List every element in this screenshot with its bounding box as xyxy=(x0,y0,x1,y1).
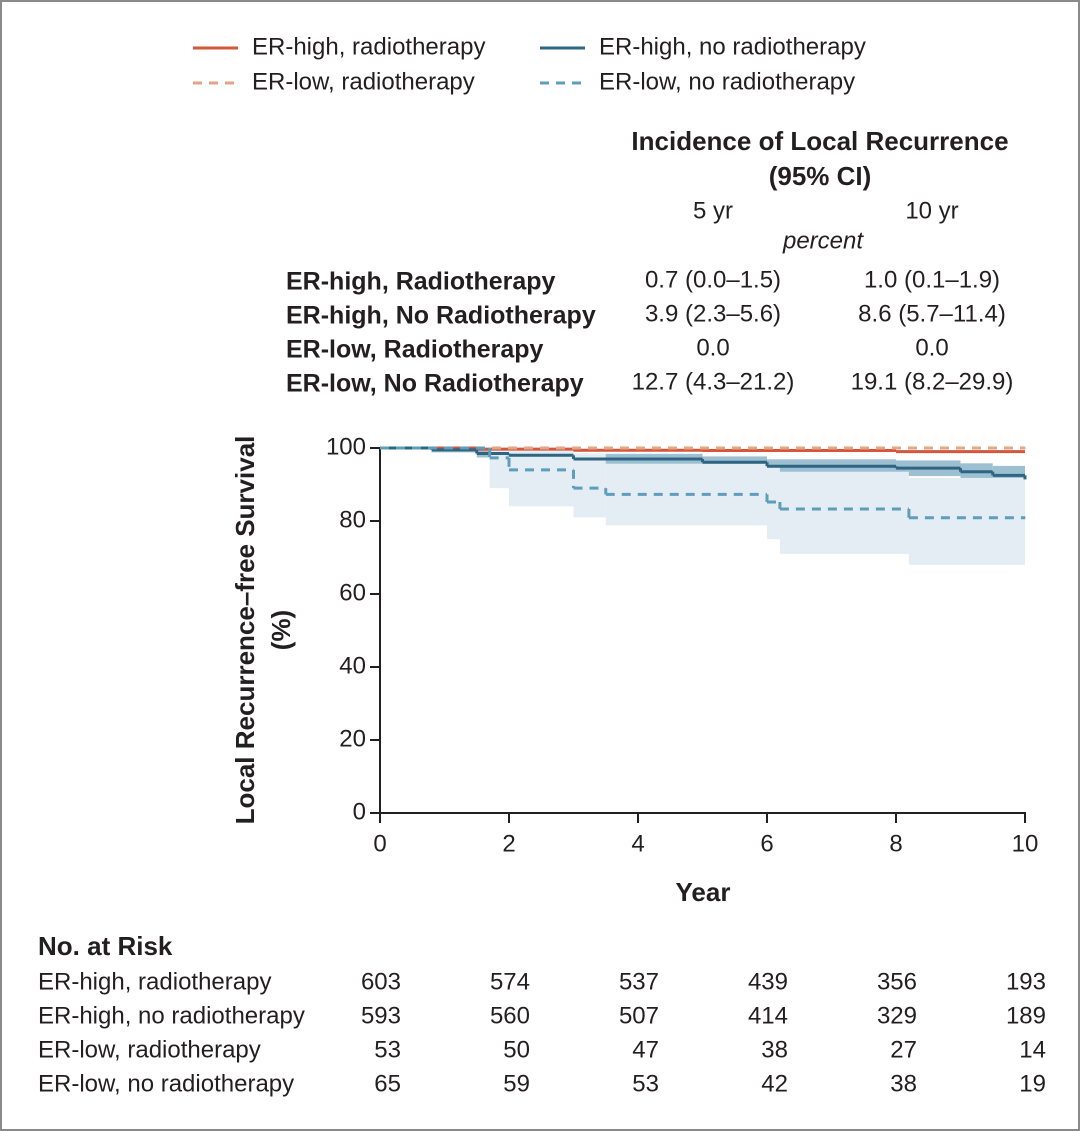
risk-count: 414 xyxy=(748,1002,788,1029)
risk-count: 65 xyxy=(374,1070,401,1097)
column-header: 5 yr xyxy=(693,197,733,224)
risk-count: 329 xyxy=(877,1002,917,1029)
risk-count: 59 xyxy=(503,1070,530,1097)
risk-row-label: ER-high, no radiotherapy xyxy=(38,1002,305,1029)
ci-band xyxy=(779,471,909,554)
risk-count: 27 xyxy=(890,1036,917,1063)
y-axis-label: (%) xyxy=(266,610,296,650)
risk-count: 42 xyxy=(761,1070,788,1097)
legend-label: ER-high, radiotherapy xyxy=(252,33,485,60)
x-tick-label: 4 xyxy=(631,830,644,857)
table-cell: 0.0 xyxy=(915,334,948,361)
y-axis-label: Local Recurrence–free Survival xyxy=(230,436,260,825)
unit-label: percent xyxy=(782,227,864,254)
risk-count: 560 xyxy=(490,1002,530,1029)
risk-count: 593 xyxy=(361,1002,401,1029)
ci-band xyxy=(509,448,574,507)
row-label: ER-low, No Radiotherapy xyxy=(286,370,584,398)
row-label: ER-high, Radiotherapy xyxy=(286,268,556,296)
ci-band xyxy=(908,477,1025,565)
table-cell: 19.1 (8.2–29.9) xyxy=(851,368,1014,395)
x-axis-label: Year xyxy=(676,877,731,907)
risk-count: 19 xyxy=(1019,1070,1046,1097)
table-title: (95% CI) xyxy=(769,161,872,191)
risk-count: 537 xyxy=(619,968,659,995)
table-cell: 8.6 (5.7–11.4) xyxy=(858,300,1006,327)
y-tick-label: 60 xyxy=(339,579,366,606)
risk-row-label: ER-low, no radiotherapy xyxy=(38,1070,294,1097)
risk-count: 193 xyxy=(1006,968,1046,995)
y-tick-label: 20 xyxy=(339,725,366,752)
risk-count: 507 xyxy=(619,1002,659,1029)
risk-count: 47 xyxy=(632,1036,659,1063)
table-cell: 3.9 (2.3–5.6) xyxy=(645,300,781,327)
risk-count: 50 xyxy=(503,1036,530,1063)
risk-count: 14 xyxy=(1019,1036,1046,1063)
risk-count: 603 xyxy=(361,968,401,995)
risk-count: 356 xyxy=(877,968,917,995)
risk-count: 53 xyxy=(374,1036,401,1063)
x-tick-label: 6 xyxy=(760,830,773,857)
risk-count: 439 xyxy=(748,968,788,995)
y-tick-label: 80 xyxy=(339,506,366,533)
risk-count: 38 xyxy=(761,1036,788,1063)
risk-count: 38 xyxy=(890,1070,917,1097)
risk-count: 574 xyxy=(490,968,530,995)
row-label: ER-low, Radiotherapy xyxy=(286,336,544,364)
ci-band xyxy=(573,453,606,518)
legend-label: ER-high, no radiotherapy xyxy=(599,33,866,60)
table-cell: 1.0 (0.1–1.9) xyxy=(864,266,1000,293)
risk-count: 189 xyxy=(1006,1002,1046,1029)
x-tick-label: 10 xyxy=(1012,830,1039,857)
risk-title: No. at Risk xyxy=(38,931,173,961)
x-tick-label: 0 xyxy=(373,830,386,857)
legend-label: ER-low, no radiotherapy xyxy=(599,68,855,95)
x-tick-label: 2 xyxy=(502,830,515,857)
table-cell: 0.7 (0.0–1.5) xyxy=(645,266,781,293)
risk-row-label: ER-high, radiotherapy xyxy=(38,968,271,995)
y-tick-label: 100 xyxy=(326,433,366,460)
risk-count: 53 xyxy=(632,1070,659,1097)
column-header: 10 yr xyxy=(905,197,958,224)
table-cell: 12.7 (4.3–21.2) xyxy=(632,368,795,395)
table-title: Incidence of Local Recurrence xyxy=(631,126,1008,156)
row-label: ER-high, No Radiotherapy xyxy=(286,302,596,330)
legend-label: ER-low, radiotherapy xyxy=(252,68,475,95)
y-tick-label: 40 xyxy=(339,652,366,679)
y-tick-label: 0 xyxy=(353,798,366,825)
table-cell: 0.0 xyxy=(696,334,729,361)
x-tick-label: 8 xyxy=(889,830,902,857)
risk-row-label: ER-low, radiotherapy xyxy=(38,1036,261,1063)
